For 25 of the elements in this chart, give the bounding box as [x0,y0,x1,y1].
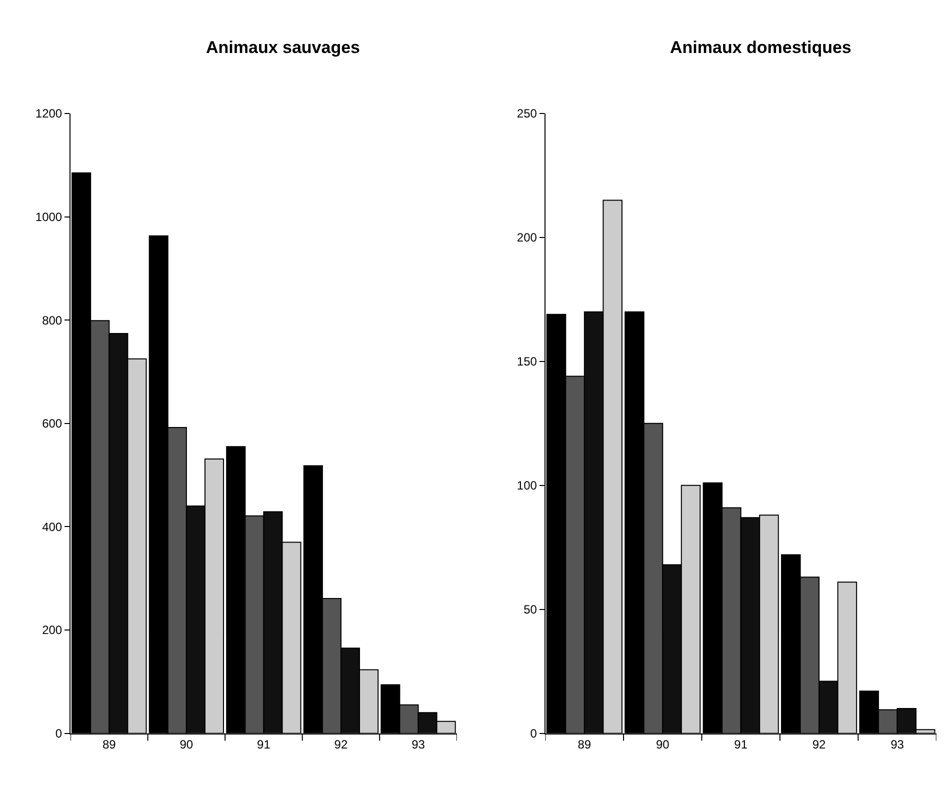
y-tick-label: 0 [530,726,538,740]
chart-title: Animaux domestiques [670,38,852,57]
y-tick-label: 400 [42,520,62,534]
x-tick-label: 90 [656,738,670,752]
y-tick-label: 200 [42,623,62,638]
y-tick-label: 200 [516,230,538,245]
x-tick-label: 89 [102,738,116,752]
x-tick-label: 89 [578,738,592,752]
x-tick-label: 92 [334,738,348,752]
y-tick-label: 50 [524,602,538,617]
x-tick-label: 90 [180,738,194,752]
y-tick-label: 150 [516,354,538,369]
x-tick-label: 92 [812,738,826,752]
y-tick-label: 600 [42,416,62,431]
y-tick-label: 1200 [35,106,62,121]
x-tick-label: 91 [734,738,748,752]
y-tick-label: 100 [516,478,538,493]
y-tick-label: 800 [42,313,62,328]
x-tick-label: 93 [412,738,426,752]
x-tick-label: 91 [257,738,271,752]
chart-title: Animaux sauvages [206,38,360,57]
y-tick-label: 250 [516,106,538,121]
y-tick-label: 1000 [35,210,62,224]
x-tick-label: 93 [890,738,904,752]
y-tick-label: 0 [55,726,62,740]
